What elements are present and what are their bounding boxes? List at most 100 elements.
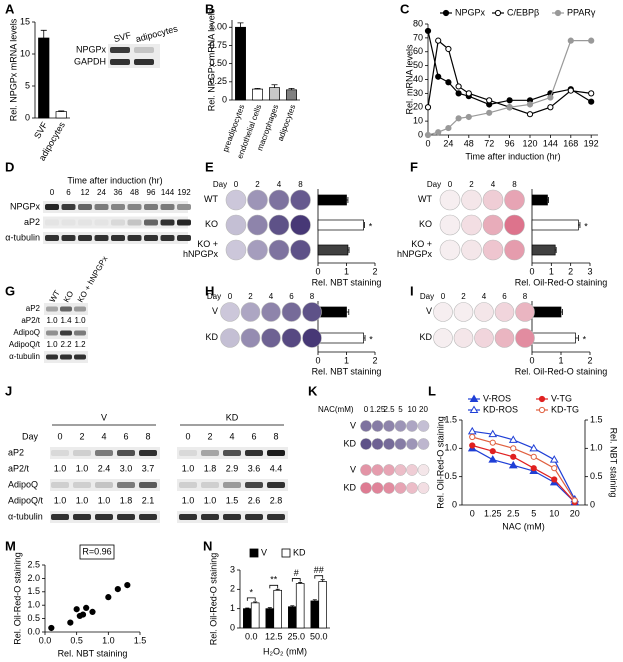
bar — [250, 602, 260, 629]
marker — [435, 73, 442, 80]
well — [474, 328, 494, 348]
tick-label: 0.5 — [444, 471, 457, 481]
tick-label: 1.0 — [444, 443, 457, 453]
blot-band — [223, 450, 241, 456]
tick-label: 96 — [505, 138, 515, 148]
day-label: Day — [427, 180, 441, 189]
marker — [465, 113, 472, 121]
marker — [79, 611, 87, 618]
blot-band — [179, 514, 197, 520]
error-bar — [547, 197, 549, 203]
error-bar — [320, 579, 325, 582]
error-bar — [254, 87, 261, 90]
row-label: α-tubulin — [9, 352, 40, 361]
x-tick-label: 1.25 — [484, 508, 502, 518]
legend-label: V-TG — [551, 393, 572, 403]
category-label: KD — [205, 332, 218, 342]
well — [417, 420, 430, 432]
error-bar — [58, 110, 65, 112]
ratio: 2.6 — [248, 495, 261, 505]
marker — [469, 394, 479, 402]
dose-label: 5 — [398, 405, 403, 414]
significance: ** — [270, 575, 278, 585]
well — [494, 328, 515, 348]
well — [383, 420, 395, 432]
legend-label: NPGPx — [455, 7, 486, 17]
blot-band — [160, 204, 175, 210]
blot-band — [78, 204, 92, 210]
marker — [530, 465, 537, 472]
marker — [435, 37, 442, 44]
significance: ## — [314, 565, 324, 575]
error-bar — [245, 607, 250, 609]
tick-label: 2 — [372, 355, 377, 365]
error-bar — [40, 29, 47, 38]
lane-label: KO — [62, 290, 76, 305]
marker — [488, 455, 498, 463]
well — [406, 482, 418, 494]
blot-band — [201, 450, 219, 456]
well — [394, 438, 407, 450]
tick-label: 80 — [413, 18, 423, 28]
blot-band — [51, 514, 69, 520]
blot-band — [117, 450, 135, 456]
marker — [89, 608, 96, 616]
well — [371, 438, 384, 450]
series-line — [427, 40, 592, 136]
blot-band — [134, 47, 154, 53]
lane-label: 96 — [147, 188, 156, 197]
blot-band — [46, 330, 58, 336]
well — [439, 214, 461, 236]
day-label: 4 — [229, 431, 234, 441]
error-bar — [578, 222, 581, 228]
day-label: 4 — [269, 292, 274, 301]
ratio: 1.0 — [46, 316, 58, 325]
bracket — [314, 575, 324, 579]
bar — [531, 244, 556, 256]
tick-label: 15 — [20, 16, 30, 26]
well — [302, 328, 322, 348]
tick-label: 2.5 — [27, 559, 40, 569]
tick-label: 60 — [413, 46, 423, 56]
error-bar — [575, 335, 579, 341]
marker — [469, 433, 476, 441]
well — [360, 438, 372, 450]
well — [417, 438, 430, 450]
row-label: AdipoQ — [8, 479, 38, 489]
marker — [445, 45, 452, 53]
tick-label: 1.5 — [444, 414, 457, 424]
blot-band — [94, 235, 109, 241]
row-label: aP2/t — [21, 316, 40, 325]
blot-band — [267, 514, 285, 520]
well — [504, 214, 525, 236]
tick-label: 70 — [413, 32, 423, 42]
blot-band — [45, 204, 59, 210]
ratio: 3.6 — [248, 463, 261, 473]
panel-letter: F — [410, 159, 418, 174]
tick-label: 10 — [20, 48, 30, 58]
tick-label: 24 — [443, 138, 453, 148]
panel-letter: D — [5, 159, 14, 174]
well — [383, 438, 395, 450]
well — [433, 302, 453, 322]
well — [461, 239, 482, 261]
error-bar — [275, 588, 280, 591]
bracket — [246, 597, 256, 601]
blot-band — [144, 204, 158, 210]
marker — [551, 465, 558, 472]
axis-label: Rel. Oil-Red-O staining — [515, 366, 608, 376]
well — [225, 214, 247, 236]
day-label: Day — [420, 292, 434, 301]
well — [461, 214, 482, 236]
series-line — [472, 436, 576, 501]
axis-label: Rel. NBT staining — [609, 428, 619, 498]
tick-label: 10 — [413, 116, 423, 126]
ratio: 1.8 — [204, 463, 217, 473]
day-label: 2 — [79, 431, 84, 441]
day-label: Day — [22, 431, 39, 441]
day-label: 6 — [289, 292, 294, 301]
bar — [273, 589, 282, 629]
marker — [48, 624, 55, 632]
ratio: 1.2 — [74, 340, 86, 349]
marker — [510, 453, 517, 460]
